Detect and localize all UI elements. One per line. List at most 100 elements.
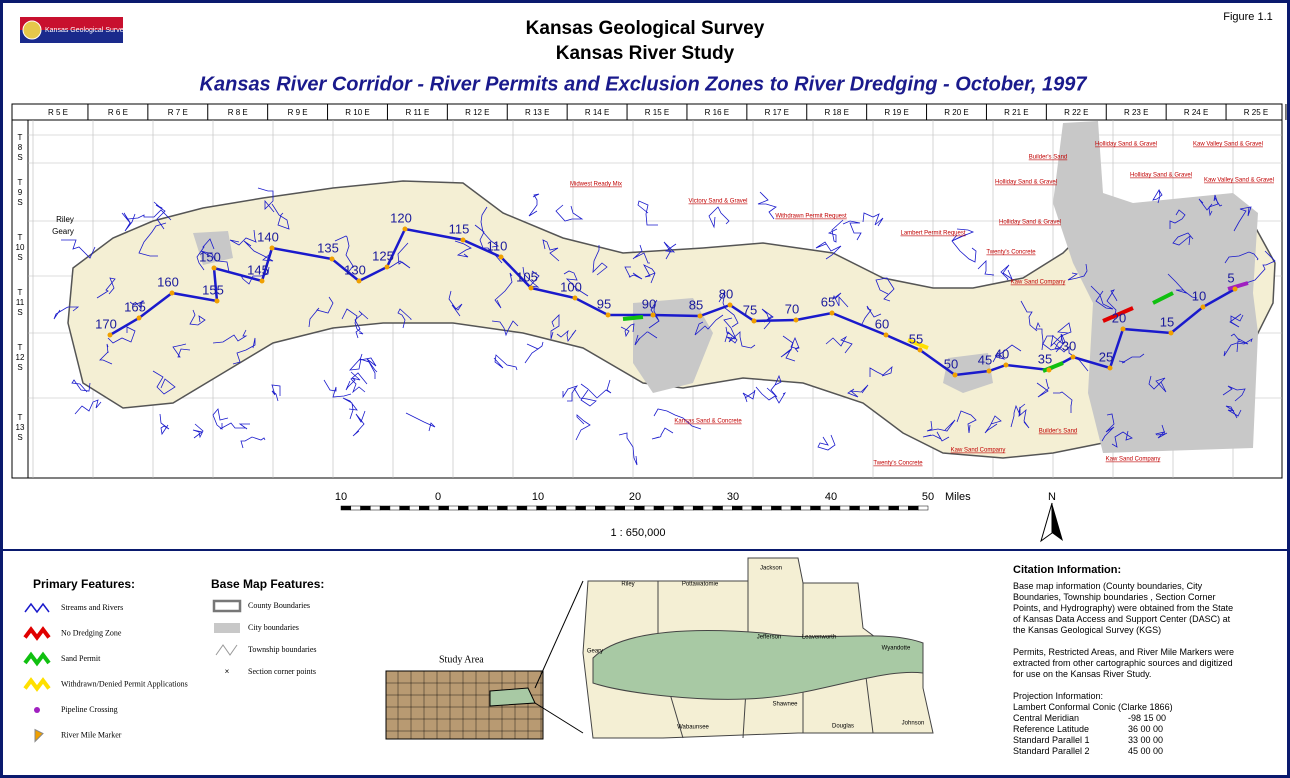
stream [618, 432, 638, 466]
scale-segment [683, 505, 694, 511]
place-label: Riley [56, 215, 74, 224]
scale-segment [370, 505, 381, 511]
mile-marker-label: 120 [390, 210, 412, 225]
range-label: R 14 E [585, 108, 609, 117]
scale-tick-label: 40 [825, 491, 837, 503]
mile-marker-label: 85 [689, 297, 703, 312]
mile-marker-label: 160 [157, 274, 179, 289]
stream [817, 434, 836, 451]
inset-corridor [489, 687, 536, 707]
mile-marker-label: 10 [1192, 288, 1206, 303]
mile-marker [829, 310, 835, 316]
mile-marker [269, 245, 275, 251]
mile-marker-label: 55 [909, 331, 923, 346]
param-value: -98 15 00 [1128, 713, 1167, 723]
stream [271, 203, 290, 230]
mile-marker-label: 50 [944, 356, 958, 371]
permit-label: Kaw Sand Company [1011, 280, 1066, 286]
mile-marker [1200, 304, 1206, 310]
permit-label: Holliday Sand & Gravel [1095, 142, 1157, 148]
stream [342, 397, 358, 420]
stream [951, 228, 975, 242]
legend-swatch [34, 707, 40, 713]
mile-marker [169, 290, 175, 296]
stream [827, 219, 844, 243]
stream [257, 187, 275, 213]
legend-swatch [23, 677, 51, 692]
legend-label: Township boundaries [248, 645, 317, 654]
stream [1224, 251, 1259, 264]
scale-segment [595, 505, 606, 511]
permit-label: Midwest Ready Mix [570, 182, 622, 188]
stream [1101, 413, 1115, 442]
stream [212, 408, 229, 430]
legend-title: Base Map Features: [211, 577, 324, 591]
stream [815, 241, 842, 260]
mile-marker-label: 80 [719, 286, 733, 301]
stream [663, 241, 677, 260]
stream [634, 331, 658, 346]
inset-county-label: Pottawatomie [682, 582, 719, 588]
stream [74, 399, 102, 415]
stream [766, 374, 782, 398]
scale-segment [829, 505, 841, 511]
mile-marker-label: 135 [317, 240, 339, 255]
stream [1053, 391, 1073, 413]
mile-marker-label: 115 [449, 221, 470, 236]
stream [1036, 378, 1050, 398]
scale-segment [536, 505, 547, 511]
stream [648, 299, 660, 329]
stream [1245, 250, 1276, 284]
scale-segment [448, 505, 459, 511]
stream [192, 423, 204, 439]
stream [1148, 375, 1167, 393]
river-zone [1227, 281, 1249, 291]
stream [1198, 198, 1213, 217]
range-label: R 11 E [405, 108, 429, 117]
mile-marker-label: 70 [785, 301, 799, 316]
mile-marker [986, 368, 992, 374]
stream [1233, 206, 1252, 232]
stream [1169, 209, 1186, 229]
mile-marker-label: 35 [1038, 351, 1052, 366]
mile-marker [384, 264, 390, 270]
mile-marker [329, 256, 335, 262]
permit-label: Withdrawn Permit Request [775, 214, 847, 220]
stream [1167, 273, 1198, 299]
range-label: R 10 E [345, 108, 369, 117]
stream [454, 240, 472, 258]
param-name: Standard Parallel 1 [1013, 735, 1090, 745]
legend-label: Sand Permit [61, 654, 101, 663]
stream [1090, 285, 1114, 310]
stream [350, 372, 368, 394]
permit-label: Holliday Sand & Gravel [995, 180, 1057, 186]
range-label: R 15 E [645, 108, 669, 117]
stream [240, 436, 266, 449]
title: Kansas Geological Survey [526, 18, 765, 39]
mile-marker [605, 312, 611, 318]
permit-label: Victory Sand & Gravel [689, 199, 748, 205]
mile-marker-label: 165 [124, 299, 146, 314]
stream [1111, 430, 1133, 448]
stream [620, 323, 635, 338]
range-label: R 20 E [944, 108, 968, 117]
stream [345, 371, 361, 391]
stream [1035, 321, 1044, 351]
param-value: 36 00 00 [1128, 724, 1164, 734]
scale-segment [878, 505, 890, 511]
north-label: N [1048, 491, 1056, 503]
stream [1106, 289, 1118, 320]
mile-marker [402, 226, 408, 232]
scale-segment [487, 505, 498, 511]
permit-label: Twenty's Concrete [873, 461, 923, 467]
stream [847, 384, 869, 398]
scale-segment [702, 505, 714, 511]
map-title: Kansas River Corridor - River Permits an… [200, 73, 1088, 95]
range-label: R 16 E [705, 108, 729, 117]
stream [1000, 264, 1013, 281]
stream [755, 386, 787, 404]
mile-marker [1120, 326, 1126, 332]
stream [152, 370, 176, 395]
river-zone [622, 315, 644, 321]
